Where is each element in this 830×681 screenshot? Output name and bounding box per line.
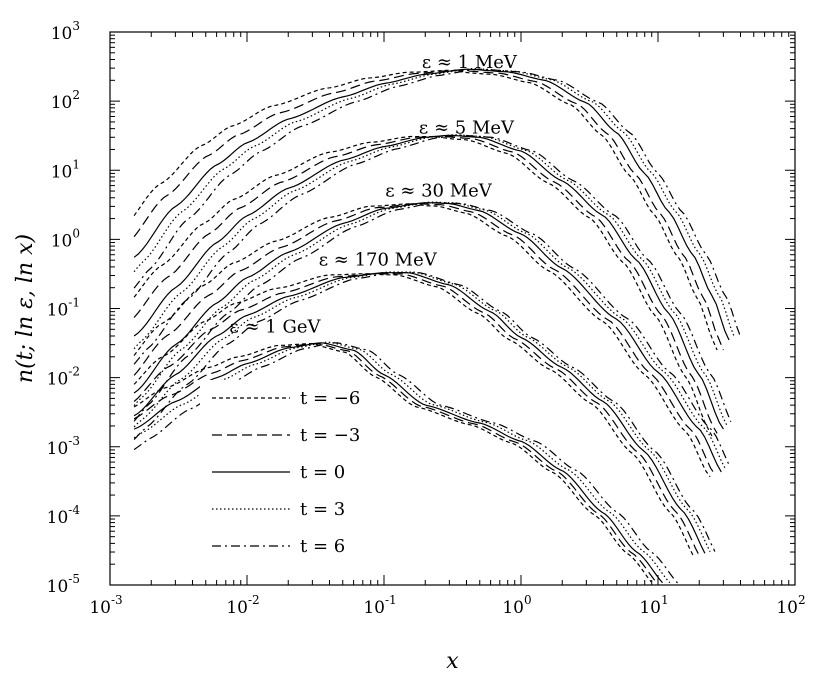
series-line-g5-t0 bbox=[133, 342, 663, 584]
series-line-g4-t0 bbox=[133, 272, 706, 554]
curves-layer bbox=[133, 67, 742, 585]
series-line-g5-t-6 bbox=[133, 342, 652, 583]
series-line-g2-t-3 bbox=[133, 135, 718, 434]
group-annotation: ε ≈ 30 MeV bbox=[385, 180, 493, 201]
series-line-g3-t0 bbox=[133, 202, 722, 473]
series-line-g1-t0 bbox=[133, 68, 730, 341]
y-tick-label: 10-2 bbox=[47, 365, 80, 390]
legend-label: t = −3 bbox=[300, 425, 360, 446]
x-tick-label: 10-3 bbox=[89, 593, 122, 618]
series-line-g1-t6 bbox=[133, 68, 742, 338]
group-annotation: ε ≈ 5 MeV bbox=[419, 118, 515, 139]
y-tick-label: 101 bbox=[51, 157, 80, 182]
y-tick-label: 100 bbox=[51, 226, 80, 251]
x-axis-title: x bbox=[446, 649, 459, 674]
legend: t = −6 t = −3 t = 0 t = 3 t = 6 bbox=[200, 380, 370, 565]
series-line-g4-t-3 bbox=[133, 272, 700, 556]
legend-label: t = 0 bbox=[300, 462, 345, 483]
series-line-g5-t3 bbox=[133, 341, 671, 584]
legend-label: t = 6 bbox=[300, 536, 345, 557]
y-axis-title: n(t; ln ε, ln x) bbox=[13, 234, 38, 383]
series-line-g4-t-6 bbox=[133, 273, 694, 556]
series-line-g1-t-3 bbox=[133, 69, 724, 351]
legend-label: t = 3 bbox=[300, 499, 345, 520]
x-tick-label: 102 bbox=[776, 593, 805, 618]
series-line-g4-t3 bbox=[133, 271, 711, 552]
y-tick-label: 102 bbox=[51, 88, 80, 113]
series-line-g3-t3 bbox=[133, 201, 726, 469]
series-line-g1-t-6 bbox=[133, 69, 718, 351]
annotations-layer: ε ≈ 1 MeV ε ≈ 5 MeV ε ≈ 30 MeV ε ≈ 170 MeV ε… bbox=[229, 52, 518, 337]
group-annotation: ε ≈ 1 MeV bbox=[422, 52, 518, 73]
series-line-g5-t-3 bbox=[133, 342, 658, 584]
x-tick-label: 101 bbox=[639, 593, 668, 618]
ticks-layer bbox=[109, 31, 796, 586]
series-line-g2-t3 bbox=[133, 134, 728, 427]
x-tick-label: 10-1 bbox=[363, 593, 396, 618]
tick-labels-layer: 10-3 10-2 10-1 100 101 102 10-5 10-4 10-3 10-2 10-… bbox=[47, 19, 806, 618]
y-tick-label: 103 bbox=[51, 19, 80, 44]
group-annotation: ε ≈ 170 MeV bbox=[319, 249, 438, 270]
group-annotation: ε ≈ 1 GeV bbox=[229, 316, 321, 337]
y-tick-label: 10-3 bbox=[47, 434, 80, 459]
x-tick-label: 10-2 bbox=[226, 593, 259, 618]
series-line-g4-t6 bbox=[133, 272, 716, 552]
y-tick-label: 10-1 bbox=[47, 296, 80, 321]
series-line-g3-t-3 bbox=[133, 202, 716, 475]
y-tick-label: 10-5 bbox=[47, 572, 80, 597]
x-tick-label: 100 bbox=[502, 593, 531, 618]
y-tick-label: 10-4 bbox=[47, 503, 81, 528]
legend-label: t = −6 bbox=[300, 388, 360, 409]
series-line-g5-t6 bbox=[133, 342, 679, 585]
series-line-g2-t6 bbox=[133, 134, 732, 423]
